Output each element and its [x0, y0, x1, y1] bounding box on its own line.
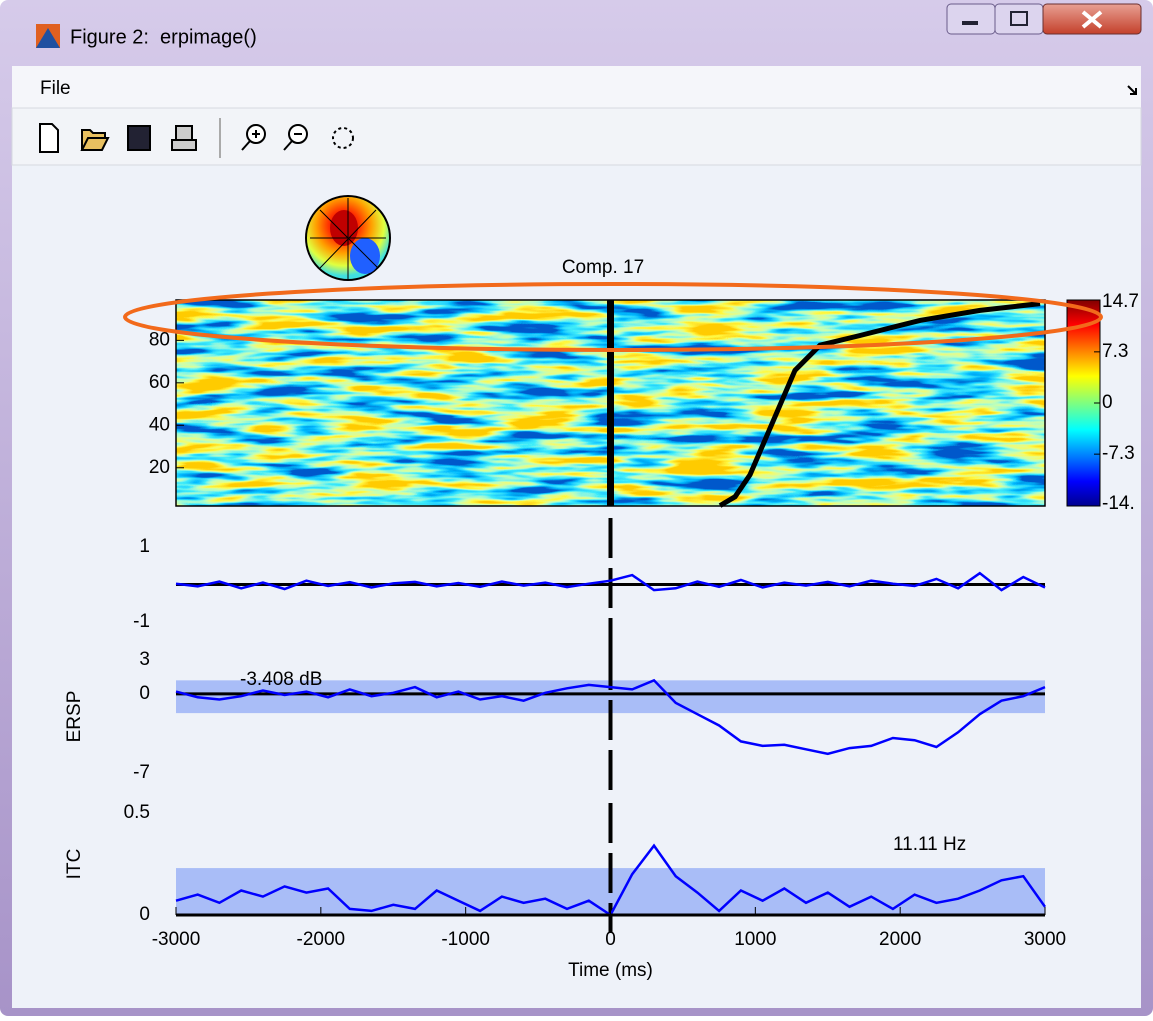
- y-tick-label: 60: [149, 372, 170, 393]
- y-axis-label: ITC: [64, 849, 85, 880]
- colorbar-label: 7.3: [1102, 341, 1128, 362]
- minimize-button[interactable]: [947, 4, 995, 34]
- y-tick-label: 40: [149, 414, 170, 435]
- minimize-icon: [962, 21, 978, 25]
- x-tick-label: 0: [605, 929, 616, 950]
- colorbar-label: 0: [1102, 392, 1113, 413]
- x-tick-label: -1000: [441, 929, 490, 950]
- annotation: -3.408 dB: [240, 669, 322, 690]
- print-icon[interactable]: [172, 126, 196, 150]
- colorbar-label: -14.: [1102, 493, 1135, 514]
- y-axis-label: ERSP: [64, 691, 85, 743]
- x-tick-label: 3000: [1024, 929, 1066, 950]
- topo-positive: [330, 210, 358, 246]
- colorbar-label: 14.7: [1102, 291, 1139, 312]
- maximize-button[interactable]: [995, 4, 1043, 34]
- open-icon[interactable]: [82, 130, 108, 150]
- y-tick-label: 80: [149, 329, 170, 350]
- y-tick-label: -1: [133, 611, 150, 632]
- y-tick-label: 20: [149, 457, 170, 478]
- menu-item[interactable]: File: [40, 78, 71, 99]
- y-tick-label: 3: [139, 649, 150, 670]
- topoplot: [306, 196, 390, 280]
- new-icon[interactable]: [40, 124, 58, 152]
- x-tick-label: -3000: [152, 929, 201, 950]
- annotation: 11.11 Hz: [893, 834, 966, 855]
- plot-title: Comp. 17: [562, 257, 644, 278]
- y-tick-label: 0: [139, 683, 150, 704]
- x-axis-label: Time (ms): [568, 960, 653, 981]
- y-tick-label: 1: [139, 536, 150, 557]
- save-icon[interactable]: [128, 126, 150, 150]
- y-tick-label: 0: [139, 904, 150, 925]
- client-area: [12, 66, 1141, 1008]
- colorbar-label: -7.3: [1102, 443, 1135, 464]
- menu-bar: [12, 66, 1141, 108]
- x-tick-label: 2000: [879, 929, 921, 950]
- window-title: Figure 2: erpimage(): [70, 26, 257, 48]
- topo-negative: [350, 238, 380, 274]
- x-tick-label: -2000: [297, 929, 346, 950]
- y-tick-label: 0.5: [124, 802, 150, 823]
- y-tick-label: -7: [133, 762, 150, 783]
- window: Figure 2: erpimage() File Comp. 17 20 40 60…: [0, 0, 1153, 1016]
- x-tick-label: 1000: [734, 929, 776, 950]
